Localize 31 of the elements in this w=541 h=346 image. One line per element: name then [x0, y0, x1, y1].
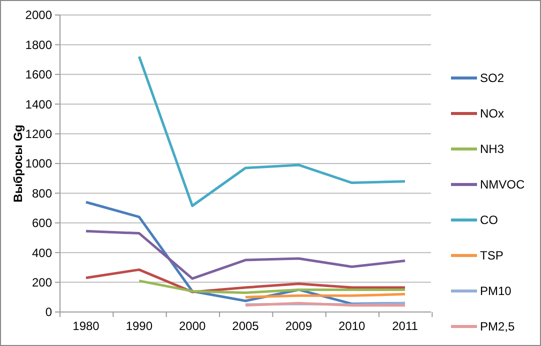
- y-tick-label: 1200: [25, 127, 52, 141]
- legend-label: NH3: [480, 142, 504, 156]
- x-tick-label: 1980: [72, 319, 100, 333]
- y-tick-label: 200: [32, 276, 52, 290]
- x-tick-label: 2005: [232, 319, 260, 333]
- legend-label: PM10: [480, 284, 512, 298]
- y-tick-label: 0: [45, 305, 52, 320]
- y-tick-label: 800: [32, 186, 52, 200]
- y-tick-label: 400: [32, 246, 52, 260]
- legend-label: CO: [480, 213, 498, 228]
- x-tick-label: 1990: [126, 319, 153, 333]
- line-series: [138, 280, 406, 294]
- x-tick-label: 2009: [285, 319, 312, 333]
- y-tick-label: 1400: [25, 97, 52, 112]
- line-series: [84, 230, 406, 280]
- y-tick-label: 1600: [25, 68, 52, 82]
- x-tick-label: 2010: [338, 319, 366, 333]
- legend-label: TSP: [480, 248, 504, 263]
- y-tick-label: 600: [32, 216, 52, 230]
- legend-label: PM2,5: [480, 320, 516, 334]
- legend-label: NOx: [480, 106, 504, 121]
- x-tick-label: 2011: [392, 319, 418, 333]
- x-tick-label: 2000: [178, 319, 206, 333]
- y-axis-title: Выбросы Gg: [11, 124, 25, 202]
- y-tick-label: 1000: [25, 156, 52, 171]
- y-tick-label: 1800: [25, 38, 52, 52]
- legend-label: SO2: [480, 71, 504, 86]
- line-series: [84, 268, 406, 294]
- legend-label: NMVOC: [480, 178, 525, 192]
- y-tick-label: 2000: [25, 8, 52, 22]
- line-series: [138, 55, 406, 208]
